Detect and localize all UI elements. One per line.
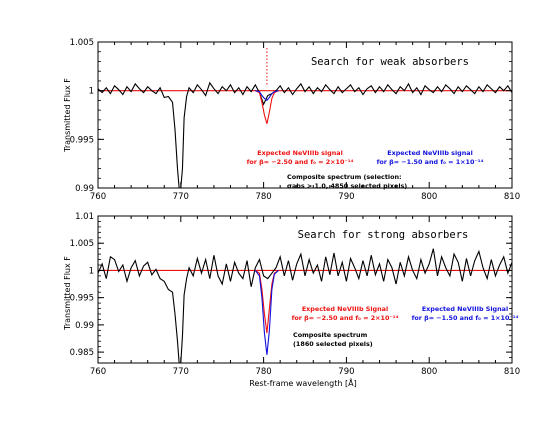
- weak-composite-anno-1: Composite spectrum (selection:: [287, 173, 402, 181]
- weak-red-anno-1: Expected NeVIIIb signal: [257, 149, 343, 157]
- y-tick-label: 0.995: [70, 294, 94, 304]
- x-tick-label: 790: [338, 367, 354, 377]
- x-tick-label: 770: [173, 367, 189, 377]
- weak-blue-anno-2: for β= −1.50 and f₀ = 1×10⁻¹⁴: [377, 158, 484, 166]
- strong-absorbers-panel: Search for strong absorbers Transmitted …: [63, 212, 520, 388]
- plot-frame: [97, 215, 513, 364]
- y-tick-label: 1.01: [75, 212, 94, 222]
- strong-red-anno-2: for β= −2.50 and f₀ = 2×10⁻¹⁴: [292, 314, 399, 322]
- weak-blue-anno-1: Expected NeVIIIb signal: [387, 149, 473, 157]
- composite-spectrum-line: [98, 248, 512, 363]
- weak-panel-title: Search for weak absorbers: [311, 56, 469, 68]
- y-tick-label: 0.99: [75, 184, 94, 194]
- composite-spectrum-line: [98, 81, 512, 188]
- red-signal-line: [255, 90, 279, 124]
- weak-composite-anno-2: σabs > 1.0, 4850 selected pixels): [287, 182, 407, 190]
- weak-y-axis-label: Transmitted Flux F: [63, 78, 72, 153]
- strong-composite-anno-1: Composite spectrum: [293, 331, 368, 339]
- x-tick-label: 800: [421, 192, 437, 202]
- y-tick-label: 1: [89, 87, 94, 97]
- strong-blue-anno-1: Expected NeVIIIb Signal: [422, 305, 508, 313]
- red-signal-line: [255, 269, 279, 334]
- strong-blue-anno-2: for β= −1.50 and f₀ = 1×10⁻¹⁴: [412, 314, 519, 322]
- x-tick-label: 810: [504, 367, 520, 377]
- weak-red-anno-2: for β= −2.50 and f₀ = 2×10⁻¹⁴: [247, 158, 354, 166]
- strong-composite-anno-2: (1860 selected pixels): [293, 340, 373, 348]
- blue-signal-line: [254, 270, 279, 355]
- strong-red-anno-1: Expected NeVIIIb Signal: [302, 305, 388, 313]
- y-tick-label: 0.985: [70, 348, 94, 358]
- blue-signal-line: [255, 90, 279, 102]
- y-tick-label: 0.99: [75, 321, 94, 331]
- y-tick-label: 1.005: [70, 239, 94, 249]
- x-tick-label: 800: [421, 367, 437, 377]
- x-tick-label: 810: [504, 192, 520, 202]
- y-tick-label: 1.005: [70, 38, 94, 48]
- plot-frame: [97, 41, 513, 189]
- x-tick-label: 760: [90, 367, 106, 377]
- y-tick-label: 0.995: [70, 135, 94, 145]
- weak-absorbers-panel: Search for weak absorbers Transmitted Fl…: [63, 38, 520, 202]
- x-tick-label: 760: [90, 192, 106, 202]
- x-tick-label: 770: [173, 192, 189, 202]
- x-tick-label: 780: [255, 367, 271, 377]
- strong-panel-title: Search for strong absorbers: [298, 229, 469, 241]
- x-axis-label: Rest-frame wavelength [Å]: [249, 377, 356, 388]
- x-tick-label: 780: [255, 192, 271, 202]
- strong-y-axis-label: Transmitted Flux F: [63, 256, 72, 331]
- y-tick-label: 1: [89, 266, 94, 276]
- x-tick-label: 790: [338, 192, 354, 202]
